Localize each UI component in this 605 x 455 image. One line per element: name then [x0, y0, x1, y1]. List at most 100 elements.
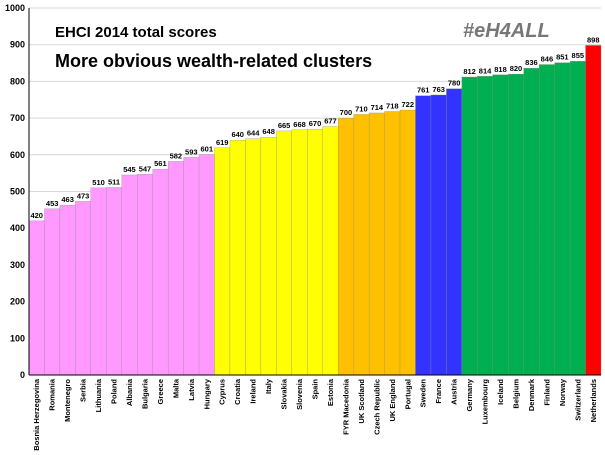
category-label: Finland [542, 379, 551, 406]
data-label: 761 [417, 86, 430, 95]
bar [399, 109, 416, 376]
data-label: 722 [402, 100, 415, 109]
y-tick-label: 600 [10, 150, 25, 160]
bar [338, 117, 354, 376]
bar [214, 147, 231, 376]
data-label: 714 [371, 103, 384, 112]
category-label: Norway [558, 378, 567, 406]
category-labels: Bosnia Herzegovina Romania Montenegro Serbi… [32, 378, 598, 451]
y-tick-label: 500 [10, 187, 25, 197]
bar [44, 208, 61, 376]
data-label: 648 [262, 127, 275, 136]
data-label: 665 [278, 121, 291, 130]
y-tick-label: 200 [10, 297, 25, 307]
bar [539, 64, 555, 376]
bar [198, 154, 215, 376]
chart-subtitle: More obvious wealth-related clusters [55, 51, 372, 71]
data-label: 453 [46, 199, 59, 208]
bar [554, 62, 571, 376]
data-label: 846 [541, 55, 554, 64]
y-tick-label: 1000 [5, 3, 25, 13]
category-label: Croatia [233, 378, 242, 405]
bar [322, 126, 339, 376]
category-label: Greece [156, 379, 165, 404]
data-label: 640 [231, 130, 244, 139]
category-label: Portugal [403, 379, 412, 409]
data-label: 814 [479, 66, 492, 75]
bar [276, 130, 292, 376]
data-label: 812 [463, 67, 476, 76]
data-label: 547 [139, 164, 152, 173]
bar [106, 187, 122, 376]
bar [569, 61, 586, 376]
data-label: 855 [572, 51, 585, 60]
category-label: Estonia [326, 378, 335, 406]
bar [415, 95, 432, 376]
data-label: 670 [309, 119, 322, 128]
data-label: 898 [587, 35, 600, 44]
data-label: 601 [201, 144, 214, 153]
data-label: 420 [30, 211, 43, 220]
bar [585, 45, 602, 376]
y-tick-label: 100 [10, 333, 25, 343]
category-label: Czech Republic [372, 379, 381, 435]
data-label: 780 [448, 79, 461, 88]
category-label: UK England [388, 379, 397, 422]
bars [28, 45, 602, 376]
data-label: 511 [108, 177, 120, 186]
y-axis-ticks: 0 100 200 300 400 500 600 700 800 900 1000 [5, 3, 25, 380]
category-label: Poland [110, 379, 119, 404]
category-label: Spain [311, 379, 320, 400]
data-label: 818 [494, 65, 507, 74]
data-label: 718 [386, 101, 399, 110]
bar [28, 220, 45, 376]
category-label: Romania [48, 378, 57, 411]
category-label: Latvia [187, 378, 196, 401]
category-label: Germany [465, 378, 474, 411]
bar [384, 111, 401, 376]
y-tick-label: 800 [10, 76, 25, 86]
data-label: 473 [77, 191, 90, 200]
y-tick-label: 0 [20, 370, 25, 380]
category-label: Italy [264, 378, 273, 394]
category-label: Slovenia [295, 378, 304, 410]
bar [430, 94, 447, 376]
category-label: Malta [171, 378, 180, 398]
data-label: 644 [247, 129, 260, 138]
data-label: 463 [61, 195, 74, 204]
bar [368, 112, 385, 376]
category-label: Sweden [419, 379, 428, 408]
category-label: Hungary [202, 378, 211, 409]
category-label: Bulgaria [140, 378, 149, 409]
bar [508, 73, 524, 376]
hashtag: #eH4ALL [463, 20, 550, 42]
category-label: FYR Macedonia [341, 378, 350, 435]
bar [461, 76, 478, 376]
category-label: Bosnia Herzegovina [32, 378, 41, 451]
bar [75, 201, 91, 376]
bar [229, 139, 246, 376]
y-tick-label: 900 [10, 40, 25, 50]
data-label: 710 [355, 104, 368, 113]
category-label: UK Scotland [357, 379, 366, 424]
category-label: Lithuania [94, 378, 103, 412]
category-label: Cyprus [218, 379, 227, 405]
data-label: 561 [154, 159, 167, 168]
category-label: France [434, 379, 443, 404]
data-label: 820 [510, 64, 523, 73]
bar [307, 128, 323, 376]
data-label: 851 [556, 53, 569, 62]
category-label: Ireland [249, 379, 258, 404]
y-tick-label: 400 [10, 223, 25, 233]
bar [477, 76, 493, 376]
category-label: Netherlands [589, 379, 598, 422]
data-label: 510 [92, 178, 105, 187]
bar [121, 174, 138, 376]
data-label: 668 [293, 120, 306, 129]
bar [59, 204, 76, 376]
data-label: 700 [340, 108, 353, 117]
bar [245, 138, 262, 376]
chart-title: EHCI 2014 total scores [55, 24, 217, 41]
